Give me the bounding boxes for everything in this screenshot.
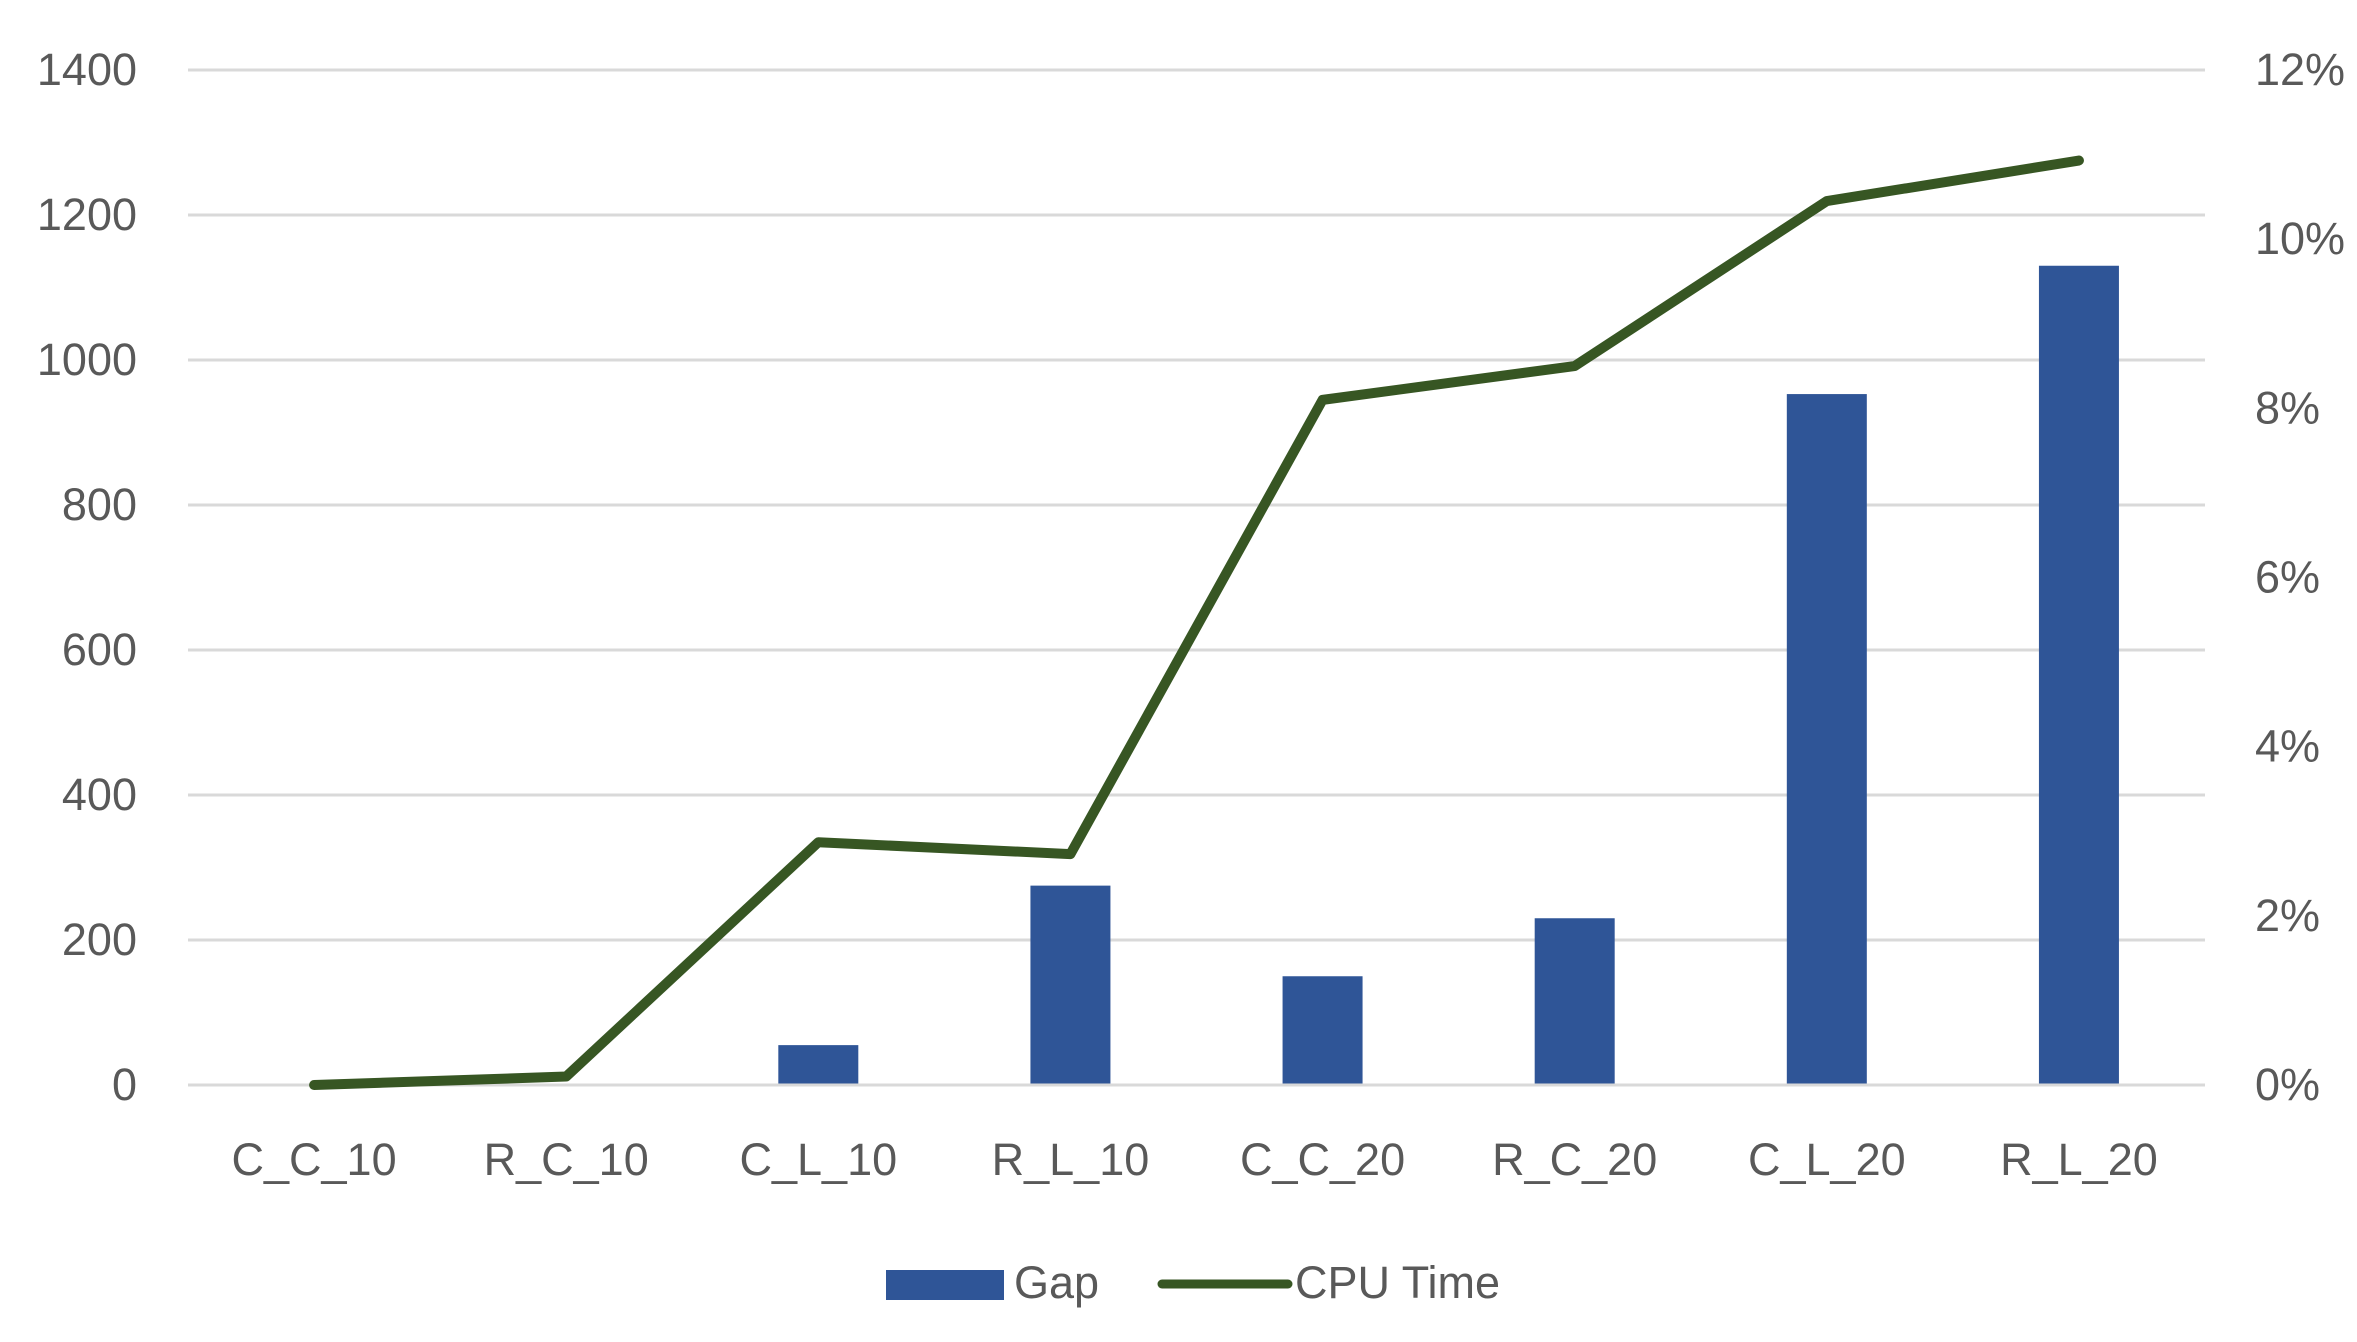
left-y-tick-label: 400 [62,769,137,820]
right-y-tick-label: 10% [2255,213,2345,264]
x-tick-label: R_L_10 [992,1134,1150,1185]
right-y-tick-label: 4% [2255,721,2320,772]
x-tick-label: C_L_10 [739,1134,897,1185]
x-tick-label: R_C_20 [1492,1134,1657,1185]
gap-bars [188,265,2205,1087]
gap-bar [2038,265,2119,1085]
left-y-axis: 0 200 400 600 800 1000 1200 1400 [37,44,137,1110]
legend: Gap CPU Time [886,1257,1500,1308]
x-tick-label: C_C_20 [1240,1134,1405,1185]
cpu-time-line [309,155,2084,1090]
left-y-tick-label: 200 [62,914,137,965]
legend-gap-label: Gap [1014,1257,1099,1308]
right-y-tick-label: 2% [2255,890,2320,941]
x-axis: C_C_10 R_C_10 C_L_10 R_L_10 C_C_20 R_C_20 C_L_… [232,1134,2158,1185]
legend-gap-swatch [886,1270,1004,1300]
gap-bar [1786,394,1867,1085]
right-y-tick-label: 6% [2255,552,2320,603]
gap-bar [1030,885,1111,1085]
cpu-time-point [1826,200,1828,202]
cpu-time-point [817,841,819,843]
cpu-time-line-group [309,155,2084,1090]
x-tick-label: R_C_10 [484,1134,649,1185]
legend-cpu-time-label: CPU Time [1295,1257,1500,1308]
cpu-time-point [1069,853,1071,855]
gap-bar [778,1045,859,1085]
cpu-time-point [1574,365,1576,367]
right-y-axis: 0% 2% 4% 6% 8% 10% 12% [2255,44,2345,1110]
right-y-tick-label: 8% [2255,382,2320,433]
right-y-tick-label: 0% [2255,1059,2320,1110]
cpu-time-point [2078,160,2080,162]
cpu-time-point [313,1084,315,1086]
x-tick-label: C_L_20 [1748,1134,1906,1185]
left-y-tick-label: 0 [112,1059,137,1110]
cpu-time-point [1322,399,1324,401]
x-tick-label: C_C_10 [232,1134,397,1185]
x-tick-label: R_L_20 [2000,1134,2158,1185]
left-y-tick-label: 1000 [37,334,137,385]
left-y-tick-label: 1200 [37,189,137,240]
right-y-tick-label: 12% [2255,44,2345,95]
gap-bar [1282,976,1363,1085]
left-y-tick-label: 800 [62,479,137,530]
gridlines [188,68,2205,1087]
gap-bar [1534,918,1615,1085]
left-y-tick-label: 600 [62,624,137,675]
cpu-time-point [565,1076,567,1078]
left-y-tick-label: 1400 [37,44,137,95]
